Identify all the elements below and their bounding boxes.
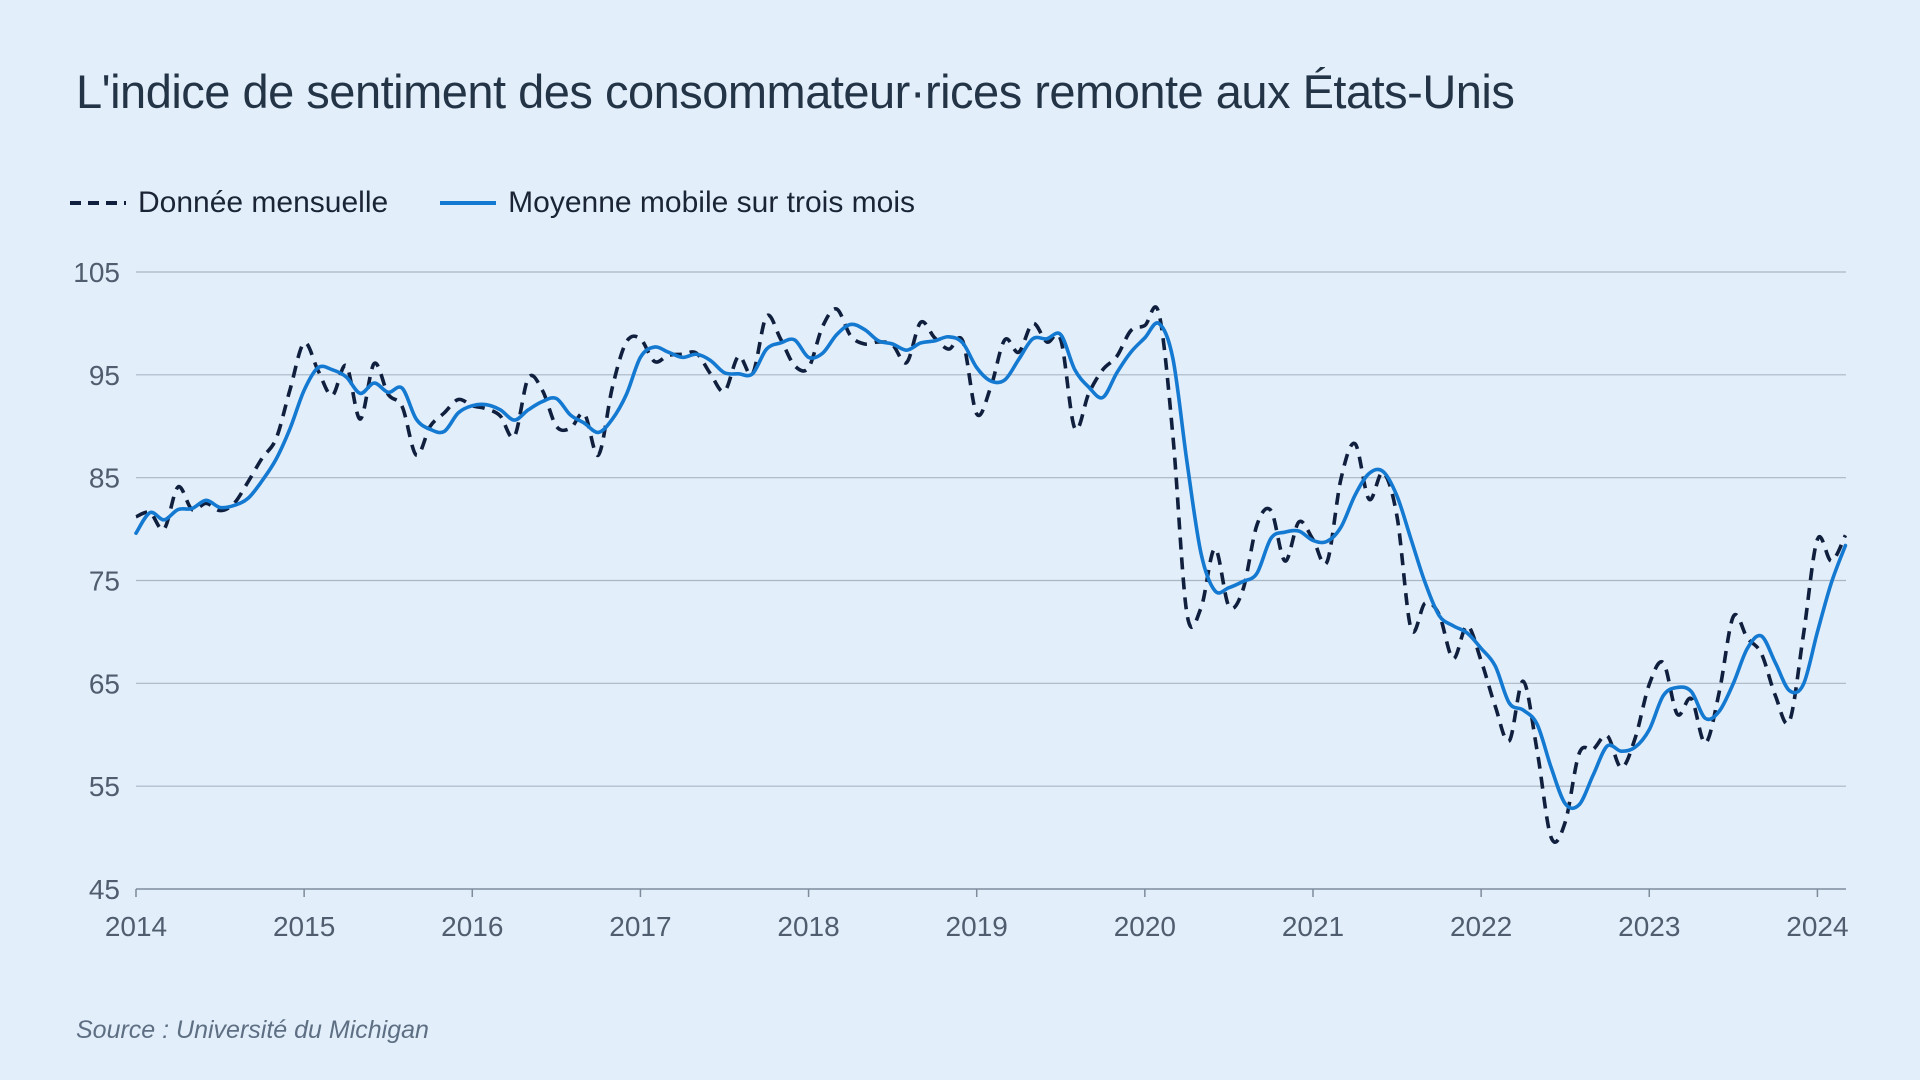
x-tick-label: 2022 xyxy=(1450,911,1512,942)
y-tick-label: 85 xyxy=(89,463,120,494)
x-tick-label: 2015 xyxy=(273,911,335,942)
series-line-monthly xyxy=(135,305,1848,844)
x-tick-label: 2018 xyxy=(777,911,839,942)
x-tick-label: 2021 xyxy=(1282,911,1344,942)
y-tick-label: 75 xyxy=(89,566,120,597)
legend-label-monthly: Donnée mensuelle xyxy=(138,186,389,219)
x-tick-label: 2024 xyxy=(1786,911,1848,942)
x-tick-label: 2014 xyxy=(105,911,167,942)
legend: Donnée mensuelle Moyenne mobile sur troi… xyxy=(70,186,915,220)
y-tick-label: 65 xyxy=(89,668,120,699)
series xyxy=(134,305,1848,844)
y-tick-label: 95 xyxy=(89,360,120,391)
legend-swatch-moving-avg xyxy=(440,201,497,205)
legend-item-monthly: Donnée mensuelle xyxy=(70,186,388,220)
legend-item-moving-avg: Moyenne mobile sur trois mois xyxy=(440,186,915,220)
y-tick-label: 45 xyxy=(89,874,120,905)
x-tick-label: 2016 xyxy=(441,911,503,942)
axes: 45 55 65 75 85 95 105 2014 2015 2016 2017 2018 2019 2… xyxy=(73,257,1848,942)
y-tick-label: 55 xyxy=(89,771,120,802)
x-tick-label: 2020 xyxy=(1114,911,1176,942)
series-line-moving-avg xyxy=(134,321,1848,811)
source-note: Source : Université du Michigan xyxy=(76,1016,429,1044)
legend-swatch-monthly xyxy=(70,201,126,205)
x-tick-label: 2019 xyxy=(946,911,1008,942)
x-tick-label: 2017 xyxy=(609,911,671,942)
gridlines xyxy=(136,271,1846,787)
legend-label-moving-avg: Moyenne mobile sur trois mois xyxy=(508,186,915,219)
x-tick-label: 2023 xyxy=(1618,911,1680,942)
y-tick-label: 105 xyxy=(73,257,120,288)
chart-title: L'indice de sentiment des consommateur·r… xyxy=(76,65,1515,118)
